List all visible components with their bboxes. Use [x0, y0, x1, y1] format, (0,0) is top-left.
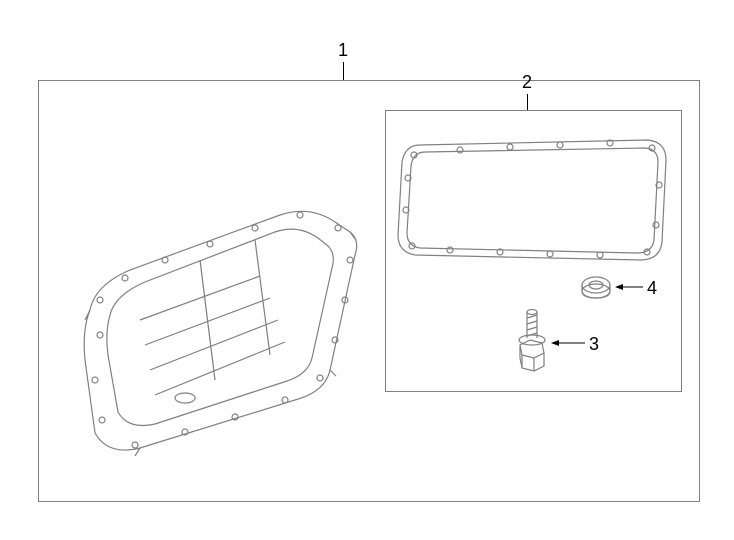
- part-washer: [582, 277, 610, 298]
- part-drain-plug: [519, 310, 545, 372]
- part-gasket: [398, 140, 666, 260]
- diagram-canvas: 1 2: [0, 0, 734, 540]
- part-oil-pan: [84, 211, 356, 456]
- callout-label-4: 4: [647, 278, 657, 299]
- diagram-svg: [0, 0, 734, 540]
- callout-label-3: 3: [589, 334, 599, 355]
